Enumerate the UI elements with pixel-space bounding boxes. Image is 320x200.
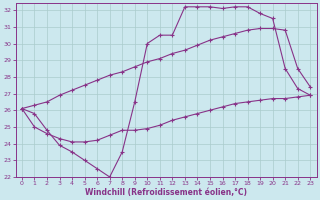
X-axis label: Windchill (Refroidissement éolien,°C): Windchill (Refroidissement éolien,°C) bbox=[85, 188, 247, 197]
